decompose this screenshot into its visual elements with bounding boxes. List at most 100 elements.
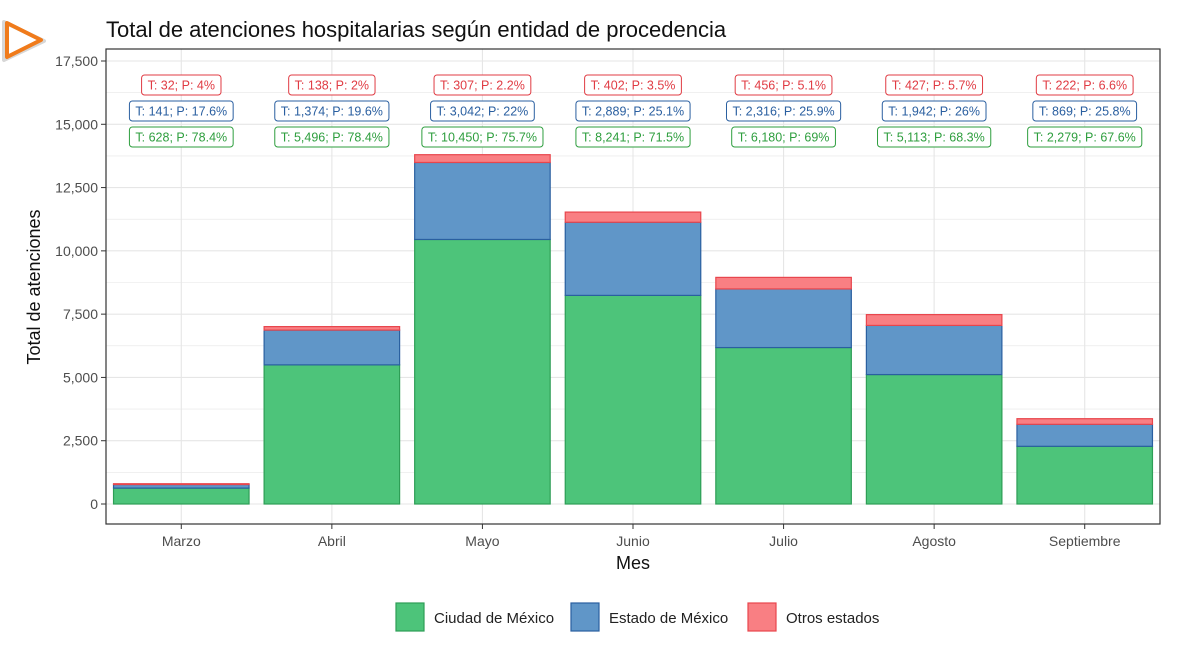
data-label-estado-de-mexico-julio: T: 2,316; P: 25.9% <box>725 100 842 122</box>
data-label-text: T: 32; P: 4% <box>148 79 215 93</box>
x-tick-label: Agosto <box>912 533 956 549</box>
x-tick-label: Abril <box>318 533 346 549</box>
data-label-text: T: 5,113; P: 68.3% <box>884 131 985 145</box>
bar-estado-de-mexico-agosto <box>865 324 1003 376</box>
data-label-text: T: 2,316; P: 25.9% <box>732 105 834 119</box>
bar-ciudad-de-mexico-agosto <box>865 373 1003 505</box>
bar-ciudad-de-mexico-marzo <box>112 487 250 505</box>
data-label-text: T: 402; P: 3.5% <box>591 79 676 93</box>
x-tick-label: Julio <box>769 533 798 549</box>
data-label-text: T: 10,450; P: 75.7% <box>428 131 537 145</box>
legend-label: Estado de México <box>609 610 728 627</box>
data-label-estado-de-mexico-septiembre: T: 869; P: 25.8% <box>1032 100 1138 122</box>
data-label-otros-estados-junio: T: 402; P: 3.5% <box>584 74 682 96</box>
bar-estado-de-mexico-mayo <box>414 161 551 241</box>
x-tick-label: Marzo <box>162 533 201 549</box>
data-label-box <box>584 74 682 96</box>
chart-title: Total de atenciones hospitalarias según … <box>106 17 727 42</box>
data-label-text: T: 869; P: 25.8% <box>1039 105 1131 119</box>
data-label-text: T: 3,042; P: 22% <box>437 105 529 119</box>
data-label-otros-estados-mayo: T: 307; P: 2.2% <box>433 74 532 96</box>
data-label-box <box>421 126 544 148</box>
data-label-box <box>1035 74 1134 96</box>
legend-label: Otros estados <box>786 610 879 627</box>
data-label-ciudad-de-mexico-mayo: T: 10,450; P: 75.7% <box>421 126 544 148</box>
bar-ciudad-de-mexico-abril <box>263 364 401 505</box>
bar-otros-estados-abril <box>263 325 401 331</box>
data-label-otros-estados-agosto: T: 427; P: 5.7% <box>885 74 984 96</box>
legend-swatch <box>570 602 600 632</box>
data-label-otros-estados-julio: T: 456; P: 5.1% <box>734 74 833 96</box>
y-axis-title: Total de atenciones <box>24 209 44 364</box>
bar-estado-de-mexico-septiembre <box>1016 423 1154 447</box>
data-label-box <box>575 126 691 148</box>
y-tick-label: 12,500 <box>55 180 98 196</box>
legend-item-ciudad-de-mexico: Ciudad de México <box>395 602 554 632</box>
data-label-text: T: 138; P: 2% <box>295 79 369 93</box>
data-label-text: T: 6,180; P: 69% <box>738 131 830 145</box>
y-tick-label: 2,500 <box>63 433 98 449</box>
y-tick-label: 0 <box>90 496 98 512</box>
data-label-estado-de-mexico-agosto: T: 1,942; P: 26% <box>881 100 987 122</box>
data-label-ciudad-de-mexico-marzo: T: 628; P: 78.4% <box>128 126 234 148</box>
data-label-box <box>1027 126 1143 148</box>
data-label-ciudad-de-mexico-junio: T: 8,241; P: 71.5% <box>575 126 691 148</box>
data-label-box <box>885 74 984 96</box>
data-label-box <box>141 74 222 96</box>
data-label-estado-de-mexico-marzo: T: 141; P: 17.6% <box>128 100 234 122</box>
y-tick-label: 10,000 <box>55 243 98 259</box>
data-label-text: T: 8,241; P: 71.5% <box>582 131 684 145</box>
data-label-box <box>725 100 842 122</box>
data-label-otros-estados-septiembre: T: 222; P: 6.6% <box>1035 74 1134 96</box>
data-label-text: T: 1,374; P: 19.6% <box>281 105 383 119</box>
bar-estado-de-mexico-julio <box>715 288 852 349</box>
x-tick-label: Junio <box>616 533 650 549</box>
data-label-text: T: 427; P: 5.7% <box>892 79 977 93</box>
data-label-text: T: 5,496; P: 78.4% <box>281 131 383 145</box>
data-label-box <box>274 126 390 148</box>
data-label-ciudad-de-mexico-abril: T: 5,496; P: 78.4% <box>274 126 390 148</box>
data-label-text: T: 307; P: 2.2% <box>440 79 525 93</box>
play-triangle-logo-icon <box>2 20 46 62</box>
data-label-box <box>288 74 376 96</box>
data-label-box <box>881 100 987 122</box>
data-label-box <box>1032 100 1138 122</box>
x-tick-label: Mayo <box>465 533 499 549</box>
data-label-box <box>877 126 992 148</box>
bar-otros-estados-marzo <box>112 483 250 486</box>
bar-ciudad-de-mexico-julio <box>715 346 852 505</box>
data-label-box <box>575 100 691 122</box>
bar-otros-estados-julio <box>715 276 852 290</box>
data-label-box <box>430 100 535 122</box>
data-label-otros-estados-marzo: T: 32; P: 4% <box>141 74 222 96</box>
data-label-estado-de-mexico-junio: T: 2,889; P: 25.1% <box>575 100 691 122</box>
bar-otros-estados-junio <box>564 211 702 223</box>
data-label-box <box>128 126 234 148</box>
data-label-text: T: 628; P: 78.4% <box>135 131 227 145</box>
y-tick-label: 15,000 <box>55 116 98 132</box>
y-tick-label: 17,500 <box>55 53 98 69</box>
legend-swatch <box>747 602 777 632</box>
bar-otros-estados-septiembre <box>1016 418 1154 425</box>
legend-item-estado-de-mexico: Estado de México <box>570 602 728 632</box>
x-tick-label: Septiembre <box>1049 533 1121 549</box>
data-label-text: T: 2,279; P: 67.6% <box>1034 131 1136 145</box>
data-label-ciudad-de-mexico-agosto: T: 5,113; P: 68.3% <box>877 126 992 148</box>
data-label-ciudad-de-mexico-julio: T: 6,180; P: 69% <box>731 126 836 148</box>
data-label-box <box>274 100 390 122</box>
legend-item-otros-estados: Otros estados <box>747 602 879 632</box>
data-label-ciudad-de-mexico-septiembre: T: 2,279; P: 67.6% <box>1027 126 1143 148</box>
data-label-text: T: 1,942; P: 26% <box>888 105 980 119</box>
data-label-otros-estados-abril: T: 138; P: 2% <box>288 74 376 96</box>
data-label-box <box>731 126 836 148</box>
bar-estado-de-mexico-junio <box>564 221 702 296</box>
bar-otros-estados-mayo <box>414 154 551 164</box>
data-label-box <box>128 100 234 122</box>
x-axis-title: Mes <box>616 553 650 573</box>
y-tick-label: 7,500 <box>63 306 98 322</box>
y-tick-label: 5,000 <box>63 369 98 385</box>
data-label-box <box>734 74 833 96</box>
bar-estado-de-mexico-abril <box>263 329 401 366</box>
data-label-box <box>433 74 532 96</box>
